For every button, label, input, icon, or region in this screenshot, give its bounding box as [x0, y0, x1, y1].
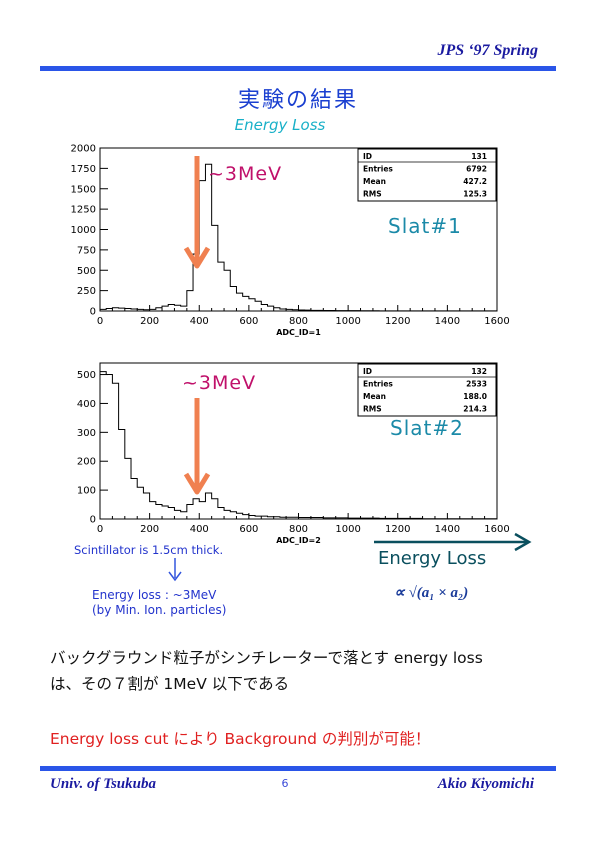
y-tick-label: 200: [77, 457, 96, 468]
histogram-line: [100, 163, 497, 312]
y-tick-label: 1750: [71, 164, 96, 175]
stats-key: Entries: [363, 165, 393, 174]
stats-key: Mean: [363, 177, 386, 186]
stats-key: Mean: [363, 392, 386, 401]
peak-annotation: ~3MeV: [182, 372, 256, 394]
x-tick-label: 600: [239, 524, 258, 535]
y-tick-label: 500: [77, 266, 96, 277]
page-number: 6: [281, 777, 289, 790]
x-axis-label: ADC_ID=1: [276, 328, 321, 337]
stats-key: RMS: [363, 190, 382, 199]
y-tick-label: 750: [77, 245, 96, 256]
energy-loss-arrow-icon: [374, 532, 532, 552]
conclusion-text: Energy loss cut により Background の判別が可能！: [50, 730, 431, 748]
header-conference: JPS ‘97 Spring: [437, 42, 538, 59]
y-tick-label: 2000: [71, 144, 96, 155]
stats-value: 214.3: [463, 405, 487, 414]
x-tick-label: 200: [140, 524, 159, 535]
x-tick-label: 1600: [484, 524, 509, 535]
y-tick-label: 400: [77, 399, 96, 410]
x-tick-label: 1600: [484, 316, 509, 327]
thickness-note: Scintillator is 1.5cm thick.: [74, 543, 224, 557]
energy-loss-note: Energy loss : ~3MeV (by Min. Ion. partic…: [92, 588, 226, 618]
footer-affiliation: Univ. of Tsukuba: [50, 776, 156, 792]
y-tick-label: 100: [77, 486, 96, 497]
x-tick-label: 0: [97, 524, 103, 535]
stats-key: ID: [363, 367, 372, 376]
y-tick-label: 0: [90, 307, 96, 318]
y-tick-label: 1500: [71, 184, 96, 195]
x-tick-label: 800: [289, 524, 308, 535]
page-subtitle: Energy Loss: [234, 116, 326, 134]
peak-annotation: ~3MeV: [208, 163, 282, 185]
histogram-line: [100, 371, 497, 520]
slat-label: Slat#1: [388, 214, 462, 238]
x-tick-label: 400: [190, 316, 209, 327]
x-tick-label: 1000: [335, 316, 360, 327]
energy-loss-label: Energy Loss: [378, 548, 487, 569]
energy-loss-note-line2: (by Min. Ion. particles): [92, 603, 227, 617]
footer-rule: [40, 766, 556, 771]
stats-value: 2533: [466, 380, 487, 389]
summary-paragraph: バックグラウンド粒子がシンチレーターで落とす energy loss は、その７…: [50, 645, 483, 697]
peak-arrow-head: [183, 472, 211, 495]
x-tick-label: 200: [140, 316, 159, 327]
stats-key: Entries: [363, 380, 393, 389]
stats-value: 131: [471, 152, 487, 161]
summary-line-1: バックグラウンド粒子がシンチレーターで落とす energy loss: [50, 649, 483, 667]
x-tick-label: 800: [289, 316, 308, 327]
stats-box: [357, 363, 497, 417]
y-tick-label: 250: [77, 286, 96, 297]
page-title: 実験の結果: [237, 88, 358, 113]
x-tick-label: 1200: [385, 316, 410, 327]
x-axis-label: ADC_ID=2: [276, 536, 321, 545]
stats-value: 427.2: [463, 177, 487, 186]
x-tick-label: 1400: [435, 316, 460, 327]
x-tick-label: 600: [239, 316, 258, 327]
footer-author: Akio Kiyomichi: [437, 776, 534, 792]
x-tick-label: 400: [190, 524, 209, 535]
x-tick-label: 1000: [335, 524, 360, 535]
stats-value: 6792: [466, 165, 487, 174]
formula: ∝ √(a₁ × a₂): [394, 585, 469, 601]
energy-loss-note-line1: Energy loss : ~3MeV: [92, 588, 217, 602]
x-tick-label: 1400: [435, 524, 460, 535]
slat-label: Slat#2: [390, 416, 464, 440]
x-tick-label: 0: [97, 316, 103, 327]
header-rule: [40, 66, 556, 71]
y-tick-label: 500: [77, 370, 96, 381]
y-tick-label: 0: [90, 515, 96, 526]
stats-value: 188.0: [463, 392, 487, 401]
y-tick-label: 1250: [71, 205, 96, 216]
stats-box: [357, 148, 497, 202]
y-tick-label: 1000: [71, 225, 96, 236]
stats-key: RMS: [363, 405, 382, 414]
stats-key: ID: [363, 152, 372, 161]
peak-arrow-head: [183, 246, 211, 269]
stats-value: 132: [471, 367, 487, 376]
y-tick-label: 300: [77, 428, 96, 439]
stats-value: 125.3: [463, 190, 487, 199]
summary-line-2: は、その７割が 1MeV 以下である: [50, 675, 290, 693]
down-arrow-icon: [168, 558, 182, 582]
x-tick-label: 1200: [385, 524, 410, 535]
